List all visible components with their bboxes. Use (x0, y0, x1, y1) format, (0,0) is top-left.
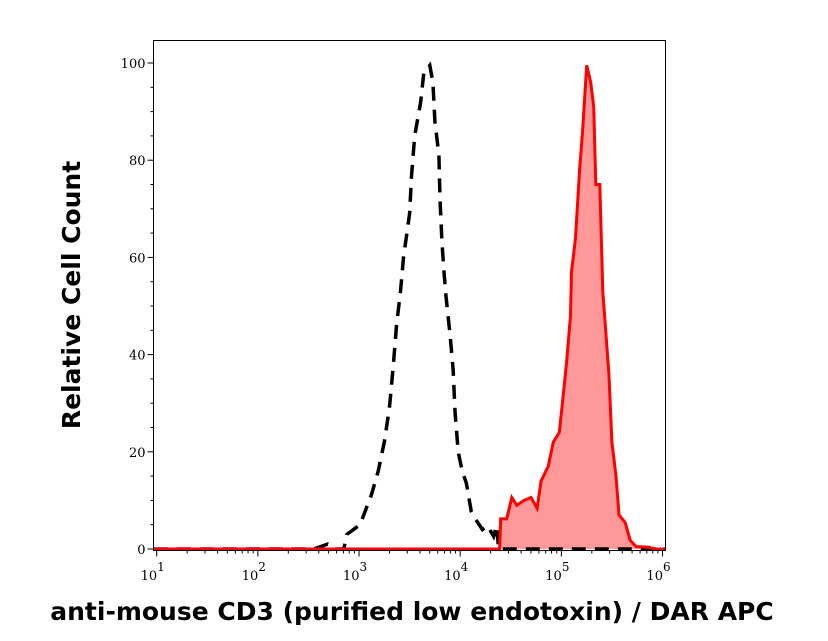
y-tick-label: 0 (137, 543, 145, 558)
x-tick-label: 104 (444, 560, 469, 584)
y-axis-title: Relative Cell Count (57, 161, 86, 429)
y-tick-label: 40 (129, 349, 146, 364)
x-tick-label-base: 10 (545, 569, 562, 584)
x-tick-label-exponent: 6 (663, 560, 671, 574)
x-tick-label: 102 (242, 560, 266, 584)
x-tick-label-base: 10 (242, 569, 259, 584)
x-tick-label: 101 (141, 560, 165, 584)
y-tick-label: 100 (121, 57, 146, 72)
control-histogram-line (153, 61, 666, 551)
stained-histogram-fill (153, 65, 666, 550)
plot-marks (153, 61, 666, 551)
stained-histogram-line (153, 65, 666, 551)
x-tick-label-exponent: 1 (157, 560, 165, 574)
x-tick-label-exponent: 4 (461, 560, 469, 574)
x-tick-label-base: 10 (646, 569, 663, 584)
y-tick-label: 80 (129, 154, 146, 169)
x-tick-label: 106 (646, 560, 670, 584)
x-tick-label-base: 10 (141, 569, 158, 584)
x-tick-label: 105 (545, 560, 569, 584)
y-tick-label: 20 (129, 446, 146, 461)
plot-frame (153, 40, 666, 551)
x-tick-label-exponent: 5 (562, 560, 570, 574)
x-tick-label-exponent: 3 (359, 560, 367, 574)
x-tick-label-exponent: 2 (258, 560, 266, 574)
x-tick-label-base: 10 (343, 569, 360, 584)
x-tick-label: 103 (343, 560, 367, 584)
y-tick-label: 60 (129, 251, 146, 266)
x-axis-title: anti-mouse CD3 (purified low endotoxin) … (50, 597, 773, 626)
x-tick-label-base: 10 (444, 569, 461, 584)
